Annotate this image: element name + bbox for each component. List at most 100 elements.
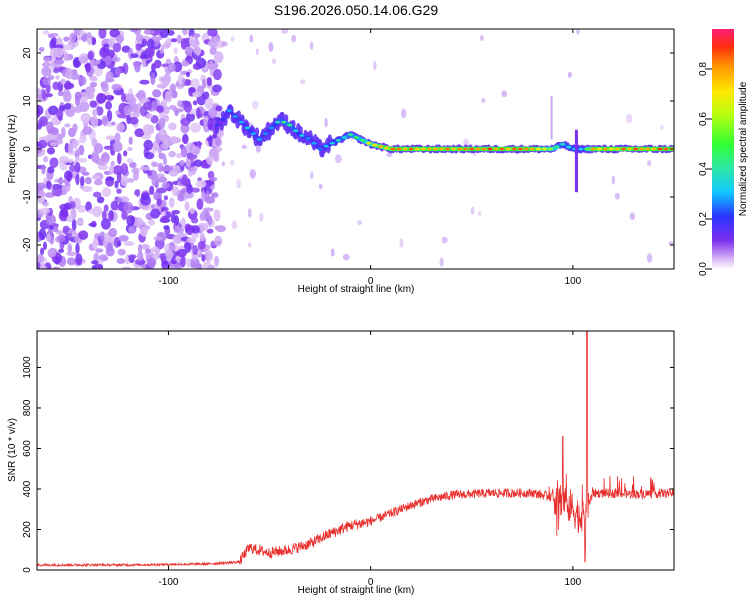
snr-ytick-label: 0 [22,567,33,573]
spectrogram-noise-blob [48,105,59,116]
spectrogram-noise-blob [106,242,113,253]
spectrogram-noise-blob [169,241,176,251]
spectrogram-noise-blob [72,123,78,133]
spectrogram-noise-blob [159,47,165,54]
spectrogram-noise-blob [110,160,115,167]
spectrogram-noise-blob [82,126,93,135]
spectrogram-noise-blob [110,200,119,211]
spectrogram-noise-blob [567,71,572,78]
spectrogram-noise-blob [145,248,151,254]
spectrogram-ridge-core [566,145,572,149]
spectrogram-noise-blob [152,89,162,98]
spectrogram-noise-blob [207,215,213,226]
spectrogram-ridge-core [444,147,451,151]
spectrogram-noise-blob [41,164,46,175]
snr-ylabel: SNR (10 * v/v) [7,418,18,482]
spectrogram-ytick-label: 20 [22,47,33,59]
spectrogram-noise-blob [106,109,113,122]
spectrogram-noise-blob [197,222,209,232]
spectrogram-noise-blob [190,78,200,89]
spectrogram-ridge-core [511,147,517,151]
spectrogram-noise-blob [46,147,56,155]
spectrogram-noise-blob [142,124,154,136]
spectrogram-ridge-core [632,147,639,151]
spectrogram-noise-blob [128,136,133,145]
spectrogram-noise-blob [207,264,216,269]
spectrogram-ridge-core [535,147,542,151]
spectrogram-noise-blob [64,142,70,153]
spectrogram-noise-blob [310,170,314,180]
colorbar-tick-label: 0.6 [698,112,709,126]
spectrogram-noise-blob [212,84,222,93]
spectrogram-xtick-label: 100 [565,276,582,287]
spectrogram-ytick-label: 0 [22,146,33,152]
spectrogram-noise-blob [231,220,238,230]
spectrogram-noise-blob [126,214,135,226]
spectrogram-noise-blob [37,146,43,154]
spectrogram-noise-blob [134,128,145,138]
spectrogram-ridge-core [305,137,311,140]
spectrogram-noise-blob [81,171,90,176]
spectrogram-noise-blob [221,41,228,47]
spectrogram-noise-blob [73,105,83,114]
spectrogram-noise-blob [73,58,80,68]
spectrogram-noise-blob [96,196,105,204]
spectrogram-noise-blob [115,35,125,43]
spectrogram-noise-blob [247,242,252,248]
spectrogram-noise-blob [189,207,195,215]
spectrogram-noise-blob [69,201,76,209]
spectrogram-noise-blob [300,79,306,84]
spectrogram-noise-blob [185,112,196,122]
spectrogram-noise-blob [89,75,98,82]
spectrogram-noise-blob [127,146,133,152]
spectrogram-noise-blob [150,72,156,85]
spectrogram-noise-blob [126,158,134,164]
spectrogram-noise-blob [101,82,109,93]
spectrogram-noise-blob [196,198,204,210]
spectrogram-noise-blob [168,263,176,269]
spectrogram-ridge-core [499,147,505,151]
spectrogram-marks [37,29,674,269]
spectrogram-noise-blob [70,73,81,80]
spectrogram-noise-blob [193,159,203,168]
spectrogram-ridge-core [596,147,602,151]
spectrogram-noise-blob [61,126,66,139]
spectrogram-noise-blob [501,90,508,98]
spectrogram-noise-blob [576,29,580,35]
spectrogram-ridge-core [626,147,633,151]
spectrogram-noise-blob [120,196,130,203]
spectrogram-ridge-core [214,123,220,127]
spectrogram-noise-blob [162,138,170,151]
spectrogram-noise-blob [192,100,198,106]
spectrogram-noise-blob [77,158,88,163]
spectrogram-noise-blob [92,238,99,250]
spectrogram-noise-blob [120,175,129,187]
spectrogram-noise-blob [69,164,77,172]
spectrogram-noise-blob [163,157,168,166]
spectrogram-ridge-core [232,114,238,118]
spectrogram-ridge-core [481,147,487,151]
spectrogram-ridge-core [293,129,299,133]
spectrogram-ridge-core [359,138,366,142]
spectrogram-noise-blob [95,248,104,253]
spectrogram-noise-blob [37,104,44,116]
spectrogram-noise-blob [189,257,200,269]
spectrogram-noise-blob [129,29,139,33]
spectrogram-noise-blob [192,33,201,38]
colorbar-label: Normalized spectral amplitude [738,81,749,216]
spectrogram-noise-blob [211,192,219,198]
spectrogram-ridge-core [408,147,414,151]
spectrogram-noise-blob [209,176,218,182]
spectrogram-noise-blob [259,212,264,222]
spectrogram-noise-blob [173,226,185,234]
spectrogram-noise-blob [208,149,217,158]
spectrogram-noise-blob [309,41,314,51]
spectrogram-noise-blob [646,253,653,263]
spectrogram-noise-blob [64,80,72,91]
spectrogram-noise-blob [103,43,110,48]
spectrogram-noise-blob [98,254,108,261]
spectrogram-noise-blob [156,105,164,113]
spectrogram-noise-blob [58,248,65,254]
spectrogram-noise-blob [108,227,118,238]
